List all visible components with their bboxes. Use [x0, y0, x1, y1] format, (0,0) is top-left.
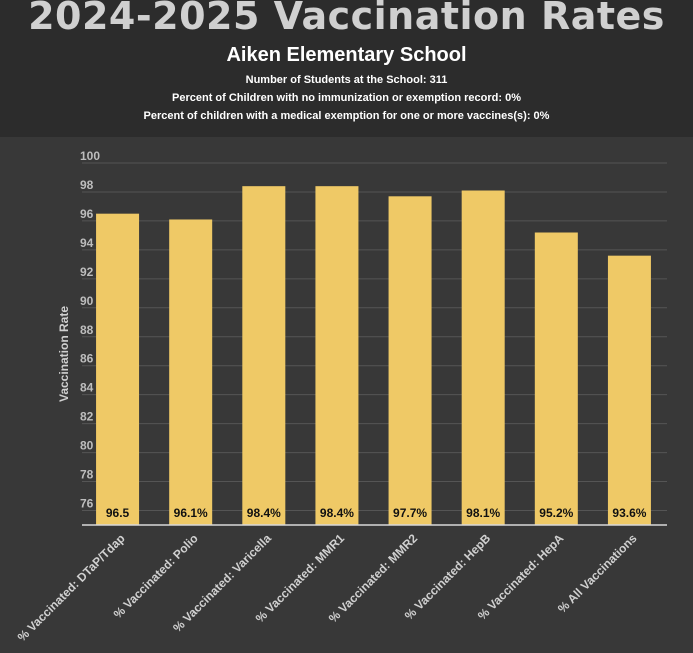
y-tick-label: 82 — [80, 410, 94, 424]
bar-value-label: 98.4% — [320, 506, 354, 520]
bar-value-label: 98.1% — [466, 506, 500, 520]
no-record-percent-text: Percent of Children with no immunization… — [172, 92, 521, 104]
bar-value-label: 95.2% — [539, 506, 573, 520]
bar — [315, 186, 359, 525]
bar-value-label: 96.1% — [174, 506, 208, 520]
vaccination-bar-chart: 76 78 80 82 84 86 88 90 92 94 96 98 100 Vaccination … — [15, 149, 667, 644]
bar — [607, 255, 651, 525]
y-tick-label: 86 — [80, 352, 94, 366]
bar-value-label: 98.4% — [247, 506, 281, 520]
bar-value-label: 93.6% — [612, 506, 646, 520]
bar — [534, 232, 578, 525]
x-category-label: % All Vaccinations — [555, 531, 640, 616]
x-category-label: % Vaccinated: DTaP/Tdap — [15, 531, 128, 644]
bar-value-label: 97.7% — [393, 506, 427, 520]
y-tick-label: 88 — [80, 323, 94, 337]
y-axis-ticks: 76 78 80 82 84 86 88 90 92 94 96 98 100 — [80, 149, 100, 511]
data-labels: 96.5 96.1% 98.4% 98.4% 97.7% 98.1% 95.2% 93.6% — [106, 506, 647, 520]
y-tick-label: 78 — [80, 468, 94, 482]
bars — [96, 186, 651, 526]
y-tick-label: 96 — [80, 207, 94, 221]
bar — [461, 190, 505, 525]
y-tick-label: 84 — [80, 381, 94, 395]
y-tick-label: 98 — [80, 178, 94, 192]
bar — [169, 219, 213, 526]
y-tick-label: 80 — [80, 439, 94, 453]
bar-value-label: 96.5 — [106, 506, 130, 520]
y-axis-label: Vaccination Rate — [57, 306, 71, 402]
x-axis-categories: % Vaccinated: DTaP/Tdap% Vaccinated: Pol… — [15, 531, 640, 644]
medical-exemption-percent-text: Percent of children with a medical exemp… — [143, 110, 550, 122]
chart-title: 2024-2025 Vaccination Rates — [28, 0, 665, 38]
y-tick-label: 76 — [80, 497, 94, 511]
bar — [242, 186, 286, 525]
students-count-text: Number of Students at the School: 311 — [245, 74, 448, 86]
y-tick-label: 92 — [80, 265, 94, 279]
y-tick-label: 94 — [80, 236, 94, 250]
y-tick-label: 100 — [80, 149, 100, 163]
bar — [96, 213, 140, 525]
bar — [388, 196, 432, 525]
chart-header: 2024-2025 Vaccination Rates Aiken Elemen… — [0, 0, 693, 137]
y-tick-label: 90 — [80, 294, 94, 308]
school-name: Aiken Elementary School — [226, 44, 467, 66]
